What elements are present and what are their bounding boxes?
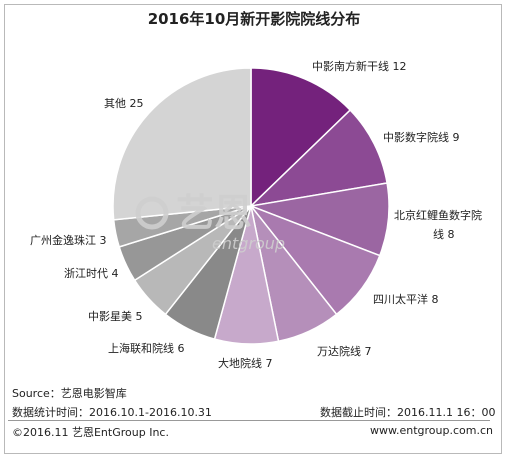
watermark: 艺恩 entgroup: [135, 191, 285, 253]
label-qita: 其他 25: [104, 97, 144, 110]
label-zhejiang-shidai: 浙江时代 4: [64, 267, 119, 280]
pie-slices: [112, 67, 390, 345]
label-zhongying-nanfang: 中影南方新干线 12: [312, 59, 407, 73]
label-zhongying-xingmei: 中影星美 5: [88, 310, 143, 323]
label-shanghai-lianhe: 上海联和院线 6: [108, 341, 185, 355]
label-dadi: 大地院线 7: [218, 356, 273, 370]
watermark-sub: entgroup: [212, 234, 285, 253]
copyright: ©2016.11 艺恩EntGroup Inc.: [12, 426, 169, 439]
pie-slice-0: [250, 67, 352, 208]
label-beijing-hongliyu-1: 北京红鲤鱼数字院: [394, 208, 482, 222]
chart-title: 2016年10月新开影院院线分布: [147, 10, 361, 28]
watermark-logo-icon: [135, 196, 169, 230]
stat-period: 数据统计时间：2016.10.1-2016.10.31: [12, 406, 212, 419]
label-wanda: 万达院线 7: [317, 344, 372, 358]
pie-slice-10: [112, 67, 252, 221]
footer-divider: [8, 420, 490, 421]
label-guangzhou-jinyi: 广州金逸珠江 3: [30, 233, 107, 247]
source-line: Source：艺恩电影智库: [12, 387, 127, 400]
watermark-brand: 艺恩: [176, 191, 252, 235]
label-beijing-hongliyu-2: 线 8: [433, 227, 455, 241]
website-link[interactable]: www.entgroup.com.cn: [370, 424, 493, 437]
data-cutoff: 数据截止时间：2016.11.1 16：00: [320, 406, 496, 419]
label-zhongying-shuzi: 中影数字院线 9: [383, 130, 460, 144]
pie-labels: 中影南方新干线 12 中影数字院线 9 北京红鲤鱼数字院 线 8 四川太平洋 8…: [30, 59, 482, 370]
pie-slice-1: [248, 109, 388, 208]
label-sichuan-taipingyang: 四川太平洋 8: [373, 292, 439, 306]
